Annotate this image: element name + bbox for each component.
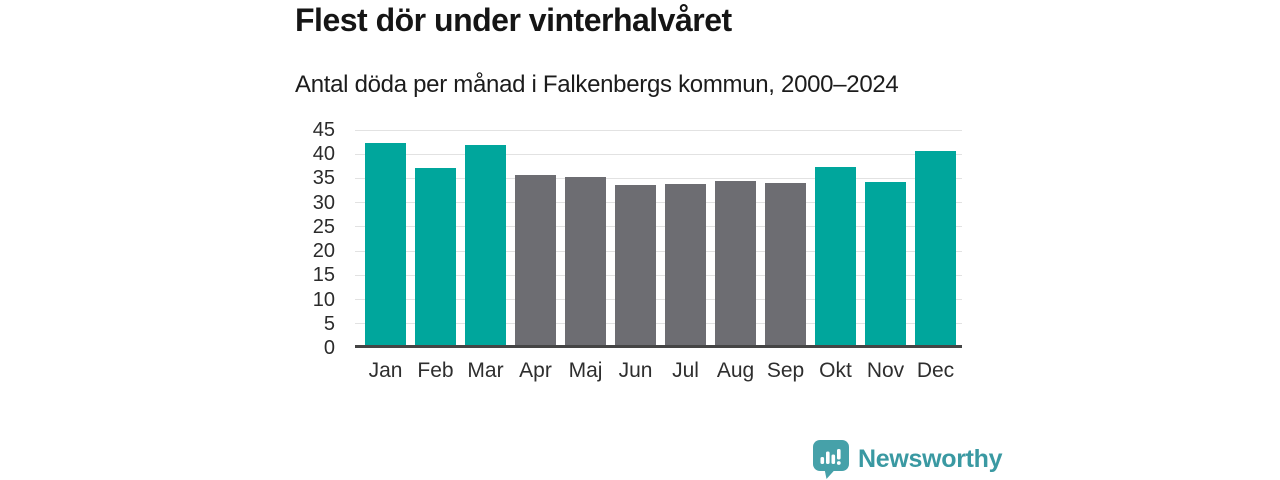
y-tick-label-10: 10	[312, 288, 335, 311]
plot-area	[355, 129, 962, 348]
gridline-40	[355, 153, 962, 155]
gridline-30	[355, 202, 962, 204]
gridline-35	[355, 177, 962, 179]
brand-name: Newsworthy	[858, 445, 1003, 473]
x-tick-label-nov: Nov	[866, 359, 905, 382]
y-tick-label-15: 15	[312, 264, 335, 287]
bar-apr	[515, 174, 556, 345]
x-axis-labels: Jan Feb Mar Apr Maj Jun Jul Aug Sep Okt Nov Dec	[355, 359, 962, 385]
y-tick-label-40: 40	[312, 143, 335, 166]
bar-sep	[765, 183, 806, 345]
x-tick-label-jul: Jul	[672, 359, 699, 382]
gridline-5	[355, 323, 962, 325]
gridline-25	[355, 226, 962, 228]
gridline-15	[355, 274, 962, 276]
brand-footer[interactable]: Newsworthy	[813, 440, 1003, 480]
y-tick-label-45: 45	[312, 119, 335, 141]
y-tick-label-35: 35	[312, 167, 335, 190]
y-tick-label-20: 20	[312, 240, 335, 263]
y-tick-label-25: 25	[312, 215, 335, 238]
bar-okt	[815, 166, 856, 345]
bar-feb	[415, 167, 456, 345]
x-tick-label-dec: Dec	[916, 359, 955, 382]
bar-jan	[365, 142, 406, 345]
bar-jun	[615, 185, 656, 345]
y-tick-label-5: 5	[323, 312, 335, 335]
x-tick-label-sep: Sep	[766, 359, 805, 382]
bar-dec	[915, 151, 956, 345]
bar-aug	[715, 181, 756, 345]
y-tick-label-0: 0	[323, 337, 335, 359]
chart-title: Flest dör under vinterhalvåret	[295, 2, 732, 38]
x-tick-label-maj: Maj	[568, 359, 603, 382]
bar-jul	[665, 184, 706, 345]
gridline-10	[355, 299, 962, 301]
x-tick-label-apr: Apr	[519, 359, 552, 382]
x-tick-label-jun: Jun	[618, 359, 653, 382]
y-tick-label-30: 30	[312, 191, 335, 214]
bar-chart-speech-bubble-icon	[813, 440, 849, 479]
x-tick-label-okt: Okt	[819, 359, 852, 382]
bar-nov	[865, 182, 906, 345]
x-tick-label-feb: Feb	[417, 359, 454, 382]
bar-mar	[465, 145, 506, 345]
bar-maj	[565, 176, 606, 345]
gridline-20	[355, 250, 962, 252]
gridline-45	[355, 129, 962, 131]
y-axis-labels: 0 5 10 15 20 25 30 35 40 45	[255, 119, 345, 359]
x-tick-label-aug: Aug	[716, 359, 755, 382]
x-tick-label-jan: Jan	[368, 359, 403, 382]
x-tick-label-mar: Mar	[467, 359, 504, 382]
chart-subtitle: Antal döda per månad i Falkenbergs kommu…	[295, 71, 899, 98]
